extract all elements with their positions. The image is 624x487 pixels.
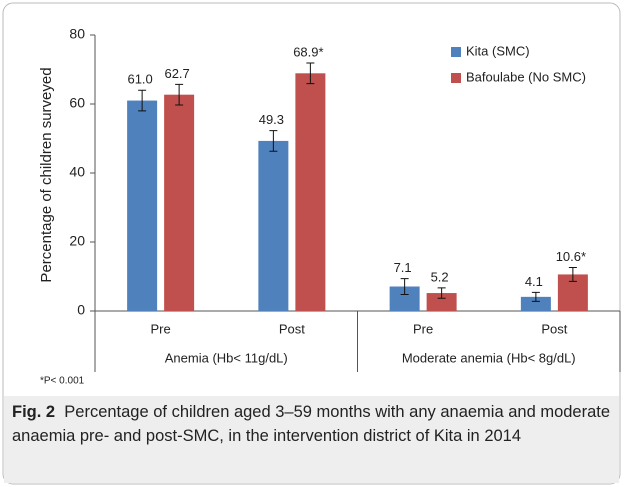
error-bar (175, 83, 184, 106)
value-label: 62.7 (164, 66, 189, 81)
y-tick-label: 0 (77, 302, 85, 318)
x-tick-label: Pre (413, 321, 433, 336)
caption-text: Percentage of children aged 3–59 months … (12, 403, 611, 445)
legend-label: Bafoulabe (No SMC) (466, 69, 586, 84)
error-bar (269, 130, 278, 152)
y-axis-title: Percentage of children surveyed (38, 67, 55, 282)
value-label: 5.2 (431, 269, 449, 284)
error-bar (568, 267, 577, 282)
bar (295, 73, 326, 311)
y-tick-label: 80 (69, 26, 85, 42)
bar (127, 100, 158, 311)
legend-swatch (451, 73, 461, 83)
bar (258, 140, 289, 311)
y-tick-label: 20 (69, 233, 85, 249)
value-label: 49.3 (259, 112, 284, 127)
x-tick-label: Post (541, 321, 567, 336)
value-label: 4.1 (525, 274, 543, 289)
value-label: 7.1 (394, 260, 412, 275)
caption-bg (4, 396, 619, 483)
error-bar (437, 287, 446, 299)
legend-swatch (451, 47, 461, 57)
value-label: 61.0 (127, 72, 152, 87)
x-tick-label: Pre (151, 321, 171, 336)
bar (426, 293, 457, 311)
error-bar (138, 89, 147, 112)
legend-label: Kita (SMC) (466, 43, 530, 58)
caption-label: Fig. 2 (12, 403, 56, 421)
bar (164, 94, 195, 311)
error-bar (306, 62, 315, 85)
error-bar (531, 291, 540, 302)
x-tick-label: Post (279, 321, 305, 336)
caption: Fig. 2 Percentage of children aged 3–59 … (12, 400, 612, 448)
y-tick-label: 40 (69, 164, 85, 180)
bar (520, 296, 551, 311)
value-label: 10.6* (556, 249, 586, 264)
group-label: Anemia (Hb< 11g/dL) (165, 350, 288, 365)
y-tick-label: 60 (69, 95, 85, 111)
error-bar (400, 278, 409, 295)
value-label: 68.9* (293, 44, 323, 59)
group-label: Moderate anemia (Hb< 8g/dL) (402, 350, 576, 365)
footnote: *P< 0.001 (40, 376, 85, 387)
